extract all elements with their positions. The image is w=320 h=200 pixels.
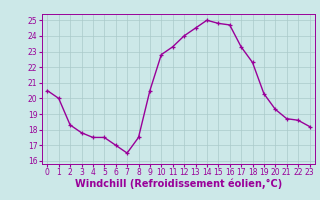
X-axis label: Windchill (Refroidissement éolien,°C): Windchill (Refroidissement éolien,°C)	[75, 179, 282, 189]
